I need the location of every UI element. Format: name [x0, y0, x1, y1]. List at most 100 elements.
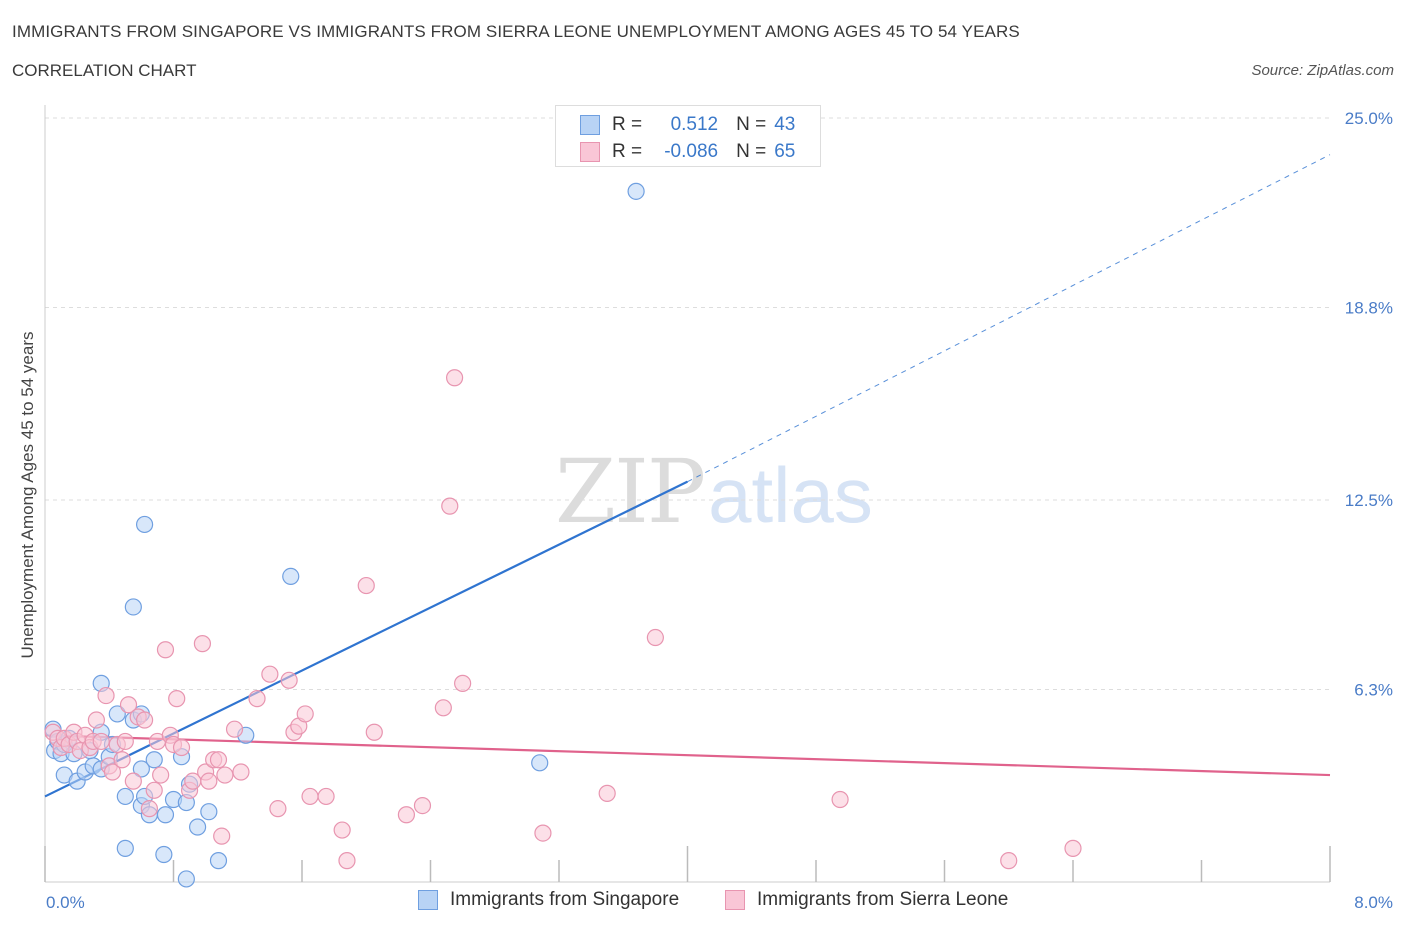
- sierra-leone-point: [397, 806, 416, 824]
- sierra-leone-point: [152, 766, 170, 784]
- sierra-leone-point: [317, 787, 335, 806]
- sierra-leone-point: [116, 732, 134, 751]
- legend-r-label: R =: [612, 141, 643, 162]
- axes: [44, 105, 1331, 883]
- legend-swatch-singapore: [580, 115, 600, 135]
- x-tick-label-max: 8.0%: [1354, 893, 1393, 912]
- sierra-leone-point: [119, 696, 138, 714]
- singapore-point: [124, 598, 142, 616]
- axis-labels: 6.3% 12.5% 18.8% 25.0% 0.0% 8.0%: [46, 109, 1393, 912]
- singapore-point: [155, 845, 173, 864]
- sierra-leone-point: [445, 369, 464, 387]
- watermark-atlas: atlas: [708, 451, 873, 539]
- data-points: [44, 182, 1082, 888]
- watermark-zip: ZIP: [555, 440, 706, 543]
- singapore-point: [108, 705, 126, 723]
- legend-row-sierra-leone: R = -0.086 N = 65: [580, 140, 795, 164]
- sierra-leone-point: [280, 671, 298, 689]
- singapore-point: [177, 870, 195, 888]
- sierra-leone-point: [113, 751, 131, 769]
- grid-lines: [45, 117, 1330, 690]
- sierra-leone-point: [357, 576, 375, 595]
- sierra-leone-point: [200, 772, 218, 790]
- sierra-leone-point: [140, 800, 159, 818]
- sierra-leone-point: [193, 635, 212, 653]
- singapore-point: [145, 751, 163, 769]
- singapore-trend-extension: [687, 154, 1331, 483]
- singapore-point: [209, 852, 228, 870]
- sierra-leone-point: [454, 674, 472, 692]
- sierra-leone-point: [534, 824, 552, 842]
- sierra-leone-point: [248, 690, 266, 708]
- legend-r-value-sierra-leone: -0.086: [664, 141, 719, 162]
- sierra-leone-point: [97, 686, 115, 705]
- sierra-leone-point: [92, 732, 110, 751]
- x-tick-label-min: 0.0%: [46, 893, 85, 912]
- series-swatch-sierra-leone: [725, 890, 745, 910]
- legend-n-value-sierra-leone: 65: [774, 141, 796, 162]
- singapore-point: [531, 754, 549, 772]
- series-name-singapore: Immigrants from Singapore: [450, 889, 680, 910]
- sierra-leone-trend-line: [44, 734, 1331, 777]
- sierra-leone-point: [172, 738, 191, 757]
- legend-n-label: N =: [736, 114, 767, 135]
- sierra-leone-point: [124, 772, 142, 790]
- y-tick-label: 6.3%: [1354, 680, 1393, 699]
- sierra-leone-point: [1000, 852, 1018, 870]
- sierra-leone-point: [213, 827, 231, 845]
- trend-lines: [44, 154, 1331, 798]
- sierra-leone-point: [413, 796, 432, 815]
- sierra-leone-point: [225, 720, 244, 738]
- sierra-leone-point: [441, 497, 459, 515]
- sierra-leone-point: [831, 790, 849, 809]
- sierra-leone-point: [209, 751, 228, 769]
- sierra-leone-point: [646, 628, 664, 647]
- zipatlas-watermark: ZIPatlas: [555, 440, 873, 543]
- series-legend-singapore[interactable]: Immigrants from Singapore: [418, 889, 679, 911]
- stats-legend: R = 0.512 N = 43 R = -0.086 N = 65: [555, 105, 821, 167]
- sierra-leone-point: [168, 690, 186, 708]
- singapore-point: [132, 760, 150, 778]
- legend-r-label: R =: [612, 114, 643, 135]
- sierra-leone-point: [232, 763, 250, 781]
- y-axis-label: Unemployment Among Ages 45 to 54 years: [18, 332, 37, 659]
- singapore-point: [627, 182, 645, 200]
- sierra-leone-point: [87, 711, 106, 729]
- chart-subtitle: CORRELATION CHART: [12, 61, 197, 80]
- singapore-point: [282, 567, 300, 586]
- sierra-leone-point: [365, 723, 383, 741]
- singapore-point: [188, 818, 207, 836]
- legend-n-label: N =: [736, 141, 767, 162]
- legend-r-value-singapore: 0.512: [670, 114, 719, 135]
- sierra-leone-point: [156, 641, 175, 659]
- y-tick-label: 18.8%: [1345, 298, 1393, 317]
- sierra-leone-point: [103, 763, 122, 781]
- series-name-sierra-leone: Immigrants from Sierra Leone: [757, 889, 1009, 910]
- sierra-leone-point: [145, 781, 163, 799]
- sierra-leone-point: [434, 699, 452, 717]
- singapore-point: [156, 806, 175, 824]
- chart-title: IMMIGRANTS FROM SINGAPORE VS IMMIGRANTS …: [12, 22, 1020, 41]
- singapore-point: [116, 839, 134, 857]
- sierra-leone-point: [598, 784, 616, 802]
- sierra-leone-point: [301, 787, 319, 806]
- sierra-leone-point: [333, 821, 351, 839]
- sierra-leone-point: [1064, 839, 1082, 857]
- source-credit: Source: ZipAtlas.com: [1251, 62, 1394, 79]
- sierra-leone-point: [338, 852, 356, 870]
- y-tick-label: 25.0%: [1345, 109, 1393, 128]
- legend-n-value-singapore: 43: [774, 114, 796, 135]
- singapore-point: [200, 803, 218, 821]
- sierra-leone-point: [269, 800, 287, 818]
- sierra-leone-point: [296, 705, 314, 723]
- series-legend: Immigrants from Singapore Immigrants fro…: [0, 889, 1406, 915]
- singapore-point: [135, 515, 154, 534]
- sierra-leone-point: [135, 711, 154, 729]
- series-legend-sierra-leone[interactable]: Immigrants from Sierra Leone: [725, 889, 1008, 911]
- y-tick-label: 12.5%: [1345, 491, 1393, 510]
- legend-swatch-sierra-leone: [580, 142, 600, 162]
- sierra-leone-point: [216, 766, 234, 784]
- legend-row-singapore: R = 0.512 N = 43: [580, 113, 795, 137]
- sierra-leone-point: [261, 665, 279, 683]
